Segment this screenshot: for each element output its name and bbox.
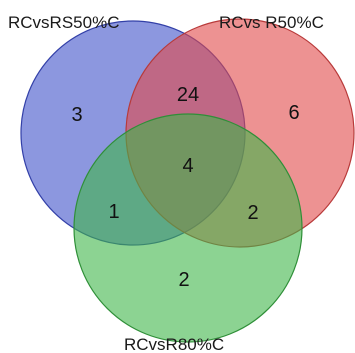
count-bc: 2 [247, 202, 258, 224]
count-abc: 4 [182, 155, 193, 177]
set-circle-rcvsr80c [73, 113, 303, 343]
count-a-only: 3 [71, 104, 82, 126]
set-label-rcvsrs50c: RCvsRS50%C [8, 13, 119, 32]
set-label-rcvsr80c: RCvsR80%C [124, 335, 224, 353]
count-b-only: 6 [288, 102, 299, 124]
count-c-only: 2 [178, 269, 189, 291]
count-ab: 24 [177, 84, 199, 106]
count-ac: 1 [108, 201, 119, 223]
set-label-rcvsr50c: RCvs R50%C [219, 13, 324, 32]
